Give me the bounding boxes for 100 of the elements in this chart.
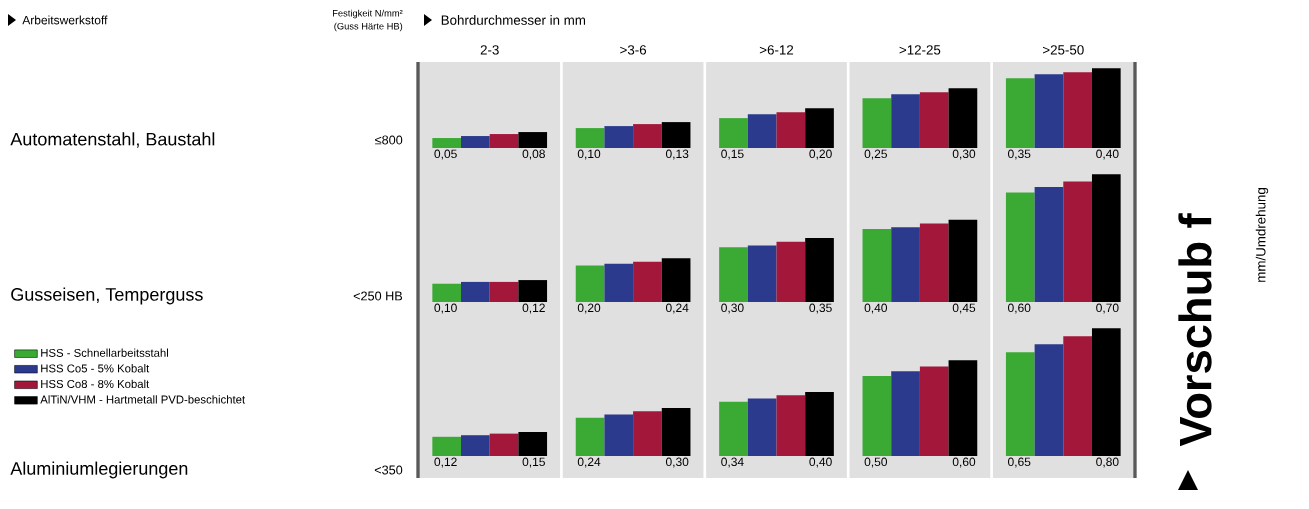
- bar: [919, 366, 949, 456]
- bar: [719, 118, 748, 148]
- text: mm/Umdrehung: [1255, 188, 1269, 282]
- data-label: 0,30: [952, 149, 976, 160]
- bar: [1091, 328, 1121, 456]
- bar: [489, 134, 519, 148]
- bar: [919, 223, 949, 302]
- data-label: 0,15: [721, 149, 744, 160]
- data-label: 0,30: [721, 303, 744, 314]
- text: Vorschub f: [1178, 213, 1212, 447]
- x-axis-title: Bohrdurchmesser in mm: [441, 15, 586, 25]
- bar: [661, 258, 691, 302]
- bar: [604, 263, 634, 302]
- data-label: 0,70: [1096, 303, 1119, 314]
- bar: [432, 436, 462, 456]
- bar: [661, 122, 691, 148]
- bar: [432, 283, 462, 302]
- bar: [1005, 352, 1035, 456]
- bar: [747, 114, 777, 148]
- x-tick-label: >3-6: [620, 45, 647, 55]
- bar: [776, 112, 806, 148]
- y-axis-title: Automatenstahl, Baustahl: [10, 132, 215, 148]
- text: <250 HB: [353, 291, 403, 301]
- data-label: 0,13: [665, 149, 689, 160]
- data-label: 0,10: [434, 303, 457, 314]
- bar: [747, 245, 777, 302]
- text: ≤800: [375, 135, 403, 145]
- x-tick-label: >6-12: [759, 45, 794, 55]
- x-tick-label: 2-3: [480, 45, 499, 55]
- bar: [432, 138, 462, 148]
- bar: [805, 108, 834, 148]
- bar: [461, 435, 490, 456]
- bar: [891, 227, 920, 302]
- data-label: 0,20: [809, 149, 832, 160]
- bar: [719, 247, 748, 302]
- bar: [518, 280, 548, 302]
- data-label: 0,30: [665, 457, 689, 468]
- legend-label: HSS - Schnellarbeitsstahl: [41, 348, 168, 357]
- bar: [805, 392, 834, 456]
- bar: [862, 228, 892, 302]
- text: Arbeitswerkstoff: [22, 15, 108, 25]
- data-label: 0,20: [577, 303, 601, 314]
- data-label: 0,12: [434, 457, 457, 468]
- x-tick-label: >25-50: [1043, 45, 1084, 55]
- bar: [461, 136, 490, 148]
- text: (Guss Härte HB): [334, 22, 403, 32]
- data-label: 0,05: [434, 149, 457, 160]
- bar: [1063, 336, 1092, 456]
- data-label: 0,60: [1007, 303, 1031, 314]
- data-label: 0,40: [864, 303, 888, 314]
- bar: [1034, 186, 1064, 302]
- bar: [891, 94, 920, 148]
- data-label: 0,12: [522, 303, 545, 314]
- bar: [719, 401, 748, 456]
- bar: [489, 433, 519, 456]
- bar: [575, 265, 605, 302]
- bar: [1034, 74, 1064, 148]
- data-label: 0,34: [721, 457, 744, 468]
- y-axis-title: Gusseisen, Temperguss: [11, 287, 203, 305]
- data-label: 0,50: [864, 457, 888, 468]
- bar: [776, 241, 806, 302]
- data-label: 0,60: [952, 457, 976, 468]
- bar: [604, 126, 634, 148]
- bar: [575, 417, 605, 456]
- bar: [518, 132, 548, 148]
- bar: [1005, 192, 1035, 302]
- data-label: 0,25: [864, 149, 887, 160]
- bar: [1091, 68, 1121, 148]
- bar: [633, 261, 662, 302]
- bar: [948, 88, 978, 148]
- bar: [1005, 78, 1035, 148]
- data-label: 0,65: [1007, 457, 1031, 468]
- bar: [948, 360, 978, 456]
- text: <350: [374, 465, 403, 475]
- bar: [862, 376, 892, 456]
- bar: [633, 124, 662, 148]
- data-label: 0,80: [1096, 457, 1119, 468]
- bar: [575, 128, 605, 148]
- data-label: 0,08: [522, 149, 545, 160]
- bar: [862, 98, 892, 148]
- bar: [776, 395, 806, 456]
- bar: [461, 281, 490, 302]
- data-label: 0,45: [952, 303, 976, 314]
- bar: [518, 432, 548, 456]
- bar: [661, 408, 691, 456]
- bar: [1063, 181, 1092, 302]
- data-label: 0,40: [1096, 149, 1119, 160]
- bar: [489, 281, 519, 302]
- legend-label: AlTiN/VHM - Hartmetall PVD-beschichtet: [40, 395, 246, 404]
- x-tick-label: >12-25: [899, 45, 941, 55]
- data-label: 0,10: [577, 149, 601, 160]
- y-axis-title: Aluminiumlegierungen: [10, 461, 188, 479]
- data-label: 0,15: [522, 457, 545, 468]
- bar: [604, 414, 634, 456]
- data-label: 0,24: [577, 457, 601, 468]
- bar: [891, 371, 920, 456]
- data-label: 0,24: [665, 303, 689, 314]
- bar: [805, 238, 834, 302]
- legend-label: HSS Co5 - 5% Kobalt: [41, 364, 150, 373]
- bar: [1034, 344, 1064, 456]
